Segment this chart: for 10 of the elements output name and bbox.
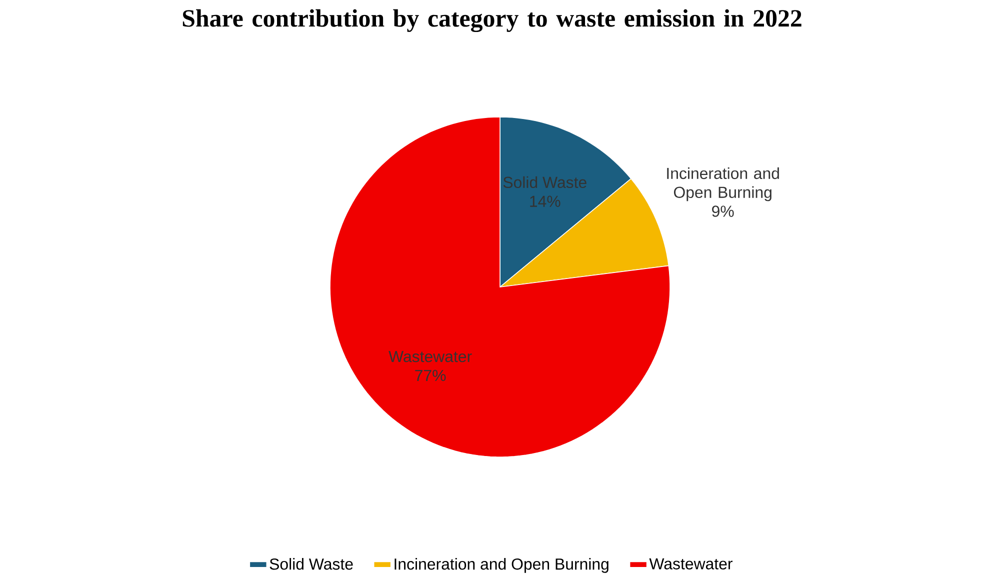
slice-label: Solid Waste xyxy=(503,176,586,188)
legend-label: Solid Waste xyxy=(270,558,353,570)
data-label: 77% xyxy=(415,370,446,382)
legend-label: Wastewater xyxy=(649,558,732,570)
data-label: 9% xyxy=(712,206,734,217)
chart-title: Share contribution by category to waste emission in 2022 xyxy=(182,9,802,32)
slice-label: Wastewater xyxy=(388,351,472,362)
data-label: 14% xyxy=(530,196,560,207)
slice-label: Incineration and Open Burning xyxy=(667,167,779,202)
legend-label: Incineration and Open Burning xyxy=(394,558,608,573)
